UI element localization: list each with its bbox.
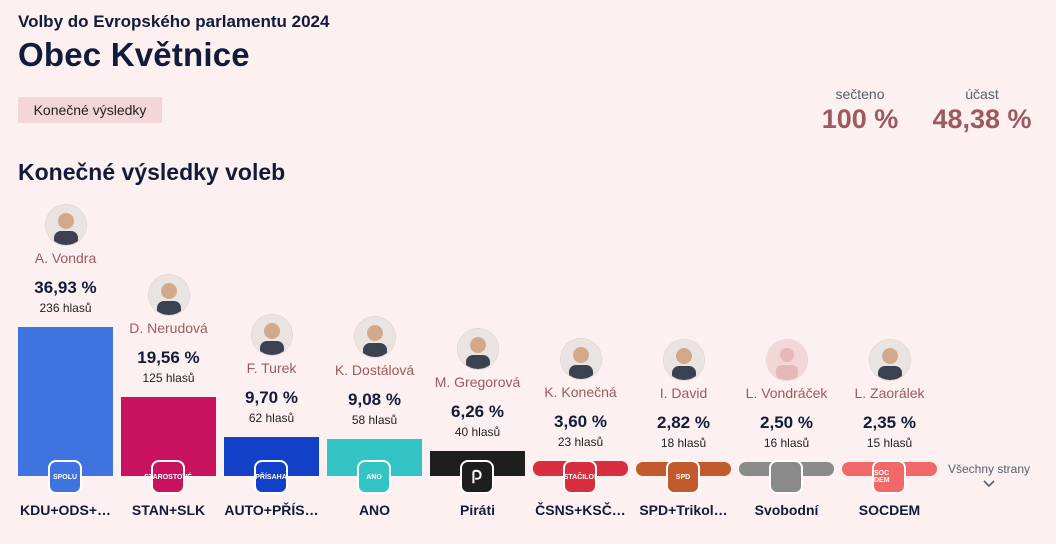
candidate-name: K. Konečná — [544, 384, 617, 401]
party-logo-text: STAROSTOVÉ — [144, 473, 192, 481]
status-badge: Konečné výsledky — [18, 97, 162, 123]
result-percent: 2,50 % — [760, 413, 813, 432]
candidate-name: K. Dostálová — [334, 362, 415, 379]
vote-count: 62 hlasů — [248, 410, 295, 425]
result-percent: 2,82 % — [657, 413, 710, 432]
result-percent: 2,35 % — [863, 413, 916, 432]
candidate-name: L. Vondráček — [745, 385, 828, 401]
candidate-name: I. David — [659, 385, 708, 401]
vote-count: 236 hlasů — [39, 301, 92, 315]
vote-count: 15 hlasů — [866, 436, 913, 450]
party-name: Svobodní — [754, 502, 819, 518]
vote-count: 16 hlasů — [763, 436, 810, 450]
result-percent: 6,26 % — [451, 401, 504, 421]
candidate-name: L. Zaorálek — [854, 385, 925, 401]
party-name: SOCDEM — [858, 502, 921, 518]
party-logo-icon: STAČILO! — [563, 460, 597, 494]
result-bar — [18, 327, 113, 476]
result-percent: 9,08 % — [348, 390, 401, 410]
party-logo-icon: SOC DEM — [872, 460, 906, 494]
candidate-avatar — [869, 339, 911, 381]
candidate-avatar — [354, 316, 396, 359]
vote-count: 125 hlasů — [142, 371, 195, 386]
party-name: STAN+SLK — [131, 502, 206, 518]
turnout-stat: účast 48,38 % — [922, 86, 1042, 135]
candidate-name: D. Nerudová — [129, 320, 208, 337]
party-logo-text: PŘÍSAHA — [255, 473, 287, 481]
candidate-avatar — [560, 338, 602, 381]
party-logo-icon — [460, 460, 494, 494]
party-logo-icon: ANO — [357, 460, 391, 494]
party-name: ČSNS+KSČ… — [535, 502, 626, 518]
candidate-name: M. Gregorová — [434, 373, 521, 390]
party-logo-icon: PŘÍSAHA — [254, 460, 288, 494]
chevron-down-icon — [983, 480, 995, 488]
candidate-avatar — [663, 339, 705, 381]
party-logo-text: SPD — [675, 473, 691, 481]
election-subtitle: Volby do Evropského parlamentu 2024 — [18, 12, 330, 31]
vote-count: 18 hlasů — [660, 436, 707, 450]
vote-count: 40 hlasů — [454, 424, 501, 439]
party-logo-icon: SPD — [666, 460, 700, 494]
vote-count: 58 hlasů — [351, 413, 398, 428]
counted-stat: sečteno 100 % — [815, 86, 905, 135]
result-percent: 19,56 % — [137, 348, 200, 368]
placeholder-person-icon — [766, 339, 808, 381]
page-title: Obec Květnice — [18, 36, 250, 73]
party-name: Piráti — [459, 502, 495, 518]
turnout-value: 48,38 % — [932, 104, 1032, 134]
party-name: KDU+ODS+… — [19, 502, 112, 518]
party-name: ANO — [358, 502, 391, 518]
counted-value: 100 % — [821, 104, 899, 134]
all-parties-label: Všechny strany — [947, 462, 1031, 476]
result-percent: 3,60 % — [554, 412, 607, 432]
party-logo-text: ANO — [366, 473, 382, 481]
vote-count: 23 hlasů — [557, 435, 604, 450]
counted-label: sečteno — [835, 86, 885, 102]
candidate-avatar — [45, 204, 87, 246]
turnout-label: účast — [965, 86, 999, 102]
result-percent: 9,70 % — [245, 387, 298, 407]
candidate-avatar — [148, 274, 190, 317]
candidate-avatar — [251, 313, 293, 356]
section-title: Konečné výsledky voleb — [18, 159, 286, 185]
candidate-name: A. Vondra — [34, 250, 97, 266]
party-logo-text: SOC DEM — [874, 470, 890, 484]
candidate-avatar — [457, 327, 499, 370]
party-logo-text: STAČILO! — [563, 473, 597, 481]
result-percent: 36,93 % — [34, 278, 97, 297]
party-logo-icon: STAROSTOVÉ — [144, 460, 192, 494]
party-name: SPD+Trikol… — [639, 502, 728, 518]
party-logo-icon: SPOLU — [48, 460, 82, 494]
party-name: AUTO+PŘÍS… — [224, 502, 319, 518]
all-parties-button[interactable]: Všechny strany — [944, 462, 1034, 488]
party-logo-text: SPOLU — [52, 473, 78, 481]
party-logo-icon — [769, 460, 803, 494]
candidate-name: F. Turek — [246, 359, 297, 376]
